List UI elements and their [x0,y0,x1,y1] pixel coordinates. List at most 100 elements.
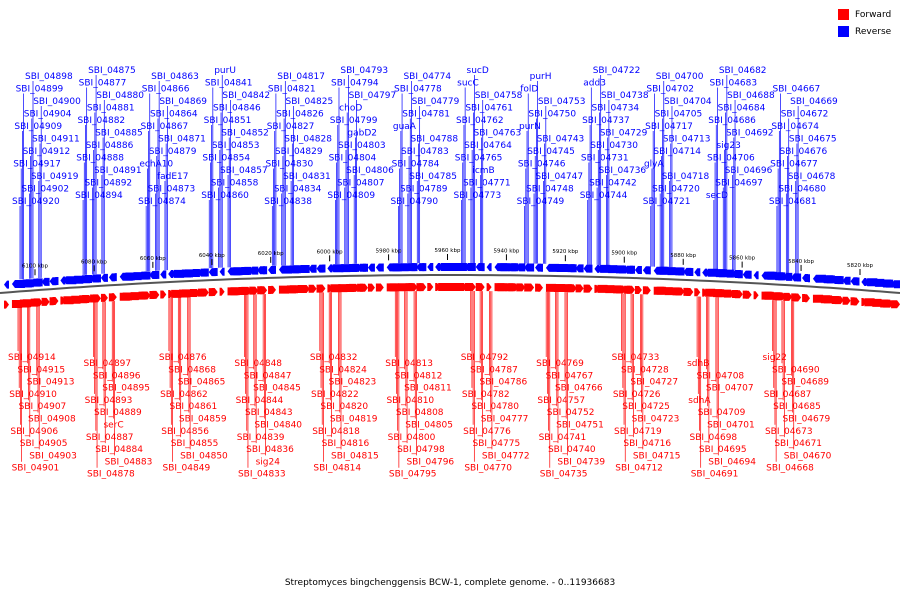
reverse-gene-arrow [300,264,310,273]
reverse-gene-arrow [883,279,894,288]
gene-label: SBI_04757 [537,396,585,406]
gene-label: SBI_04905 [20,439,68,449]
gene-label: SBI_04808 [396,408,444,418]
gene-label: SBI_04727 [630,378,678,388]
gene-label: SBI_04680 [778,185,826,195]
forward-gene-arrow [586,284,593,293]
gene-label: SBI_04720 [652,185,700,195]
forward-gene-arrow [675,287,685,296]
gene-label: SBI_04694 [708,457,756,467]
gene-label: SBI_04879 [149,147,197,157]
reverse-gene-arrow [783,272,793,281]
reverse-gene-arrow [449,263,460,272]
gene-label: SBI_04682 [719,66,767,76]
gene-label: SBI_04821 [268,85,316,95]
gene-label: SBI_04910 [9,390,57,400]
reverse-gene-arrow [734,270,743,279]
gene-label: serC [103,421,123,431]
gene-label: fadE17 [157,172,189,182]
forward-gene-arrow [271,285,276,294]
gene-label: SBI_04831 [283,172,331,182]
gene-label: SBI_04906 [10,427,58,437]
axis-tick-label: 5920 kbp [552,249,578,255]
gene-label: gabD2 [347,129,377,139]
gene-label: SBI_04798 [397,445,445,455]
reverse-gene-arrow [111,273,117,282]
gene-label: SBI_04792 [461,353,509,363]
genome-caption: Streptomyces bingchenggensis BCW-1, comp… [284,578,616,588]
forward-gene-arrow [168,290,174,299]
gene-label: SBI_04679 [783,415,831,425]
forward-gene-arrow [516,283,526,292]
forward-gene-arrows [4,283,900,309]
reverse-gene-arrow [456,263,467,272]
gene-label: SBI_04723 [632,415,680,425]
gene-label: SBI_04704 [664,97,712,107]
reverse-gene-arrow [834,276,844,285]
reverse-gene-arrow [427,263,434,272]
gene-label: SBI_04771 [463,179,511,189]
gene-label: SBI_04773 [454,191,502,201]
reverse-gene-arrow [82,275,93,284]
gene-label: SBI_04781 [402,110,450,120]
gene-label: SBI_04884 [95,445,143,455]
gene-label: SBI_04766 [555,384,603,394]
legend-swatch-reverse [838,26,849,37]
gene-label: SBI_04788 [410,135,458,145]
reverse-gene-arrow [182,269,193,278]
forward-gene-arrow [60,296,66,305]
forward-gene-arrow [93,294,101,303]
forward-gene-arrow [723,289,734,298]
gene-label: SBI_04909 [14,122,62,132]
gene-label: SBI_04751 [556,421,604,431]
forward-gene-arrow [160,290,167,299]
gene-label: SBI_04869 [159,97,207,107]
gene-label: SBI_04830 [266,160,314,170]
gene-label: SBI_04919 [31,172,79,182]
gene-label: SBI_04793 [340,66,388,76]
reverse-gene-arrow [52,277,59,286]
gene-label: SBI_04796 [406,457,454,467]
forward-gene-arrow [308,284,317,293]
gene-label: SBI_04767 [546,371,594,381]
gene-label: SBI_04877 [79,79,127,89]
forward-gene-arrow [645,286,651,295]
forward-gene-arrow [435,283,441,292]
gene-label: SBI_04819 [330,415,378,425]
forward-gene-arrow [52,297,59,306]
gene-label: SBI_04786 [480,378,528,388]
forward-gene-arrow [527,283,535,292]
gene-label: SBI_04750 [528,110,576,120]
reverse-gene-arrow [702,268,708,277]
gene-label: sig22 [763,353,787,363]
forward-gene-arrow [100,293,108,302]
reverse-gene-arrow [538,263,543,272]
forward-gene-arrow [408,283,418,292]
axis-tick-label: 5820 kbp [847,263,873,269]
gene-label: SBI_04812 [395,371,443,381]
forward-gene-arrow [686,287,694,296]
legend-item-reverse: Reverse [838,26,891,37]
gene-label: SBI_04895 [102,384,150,394]
forward-gene-arrow [486,283,492,292]
legend-label-reverse: Reverse [855,26,892,37]
gene-label: SBI_04787 [470,365,518,375]
gene-label: choD [339,104,362,114]
reverse-gene-arrow [160,270,167,279]
gene-label: SBI_04772 [482,451,530,461]
gene-label: SBI_04917 [13,160,61,170]
gene-label: SBI_04883 [105,457,153,467]
gene-label: SBI_04859 [179,415,227,425]
forward-gene-arrow [538,283,543,292]
gene-label: SBI_04690 [772,365,820,375]
forward-gene-arrow [141,291,151,300]
reverse-gene-arrow [586,264,593,273]
gene-label: sucD [467,66,489,76]
gene-label: SBI_04860 [201,191,249,201]
gene-label: SBI_04775 [473,439,521,449]
gene-label: SBI_04789 [400,185,448,195]
gene-label: SBI_04886 [86,141,134,151]
gene-label: SBI_04752 [547,408,595,418]
gene-label: SBI_04846 [213,104,261,114]
gene-label: SBI_04811 [404,384,452,394]
